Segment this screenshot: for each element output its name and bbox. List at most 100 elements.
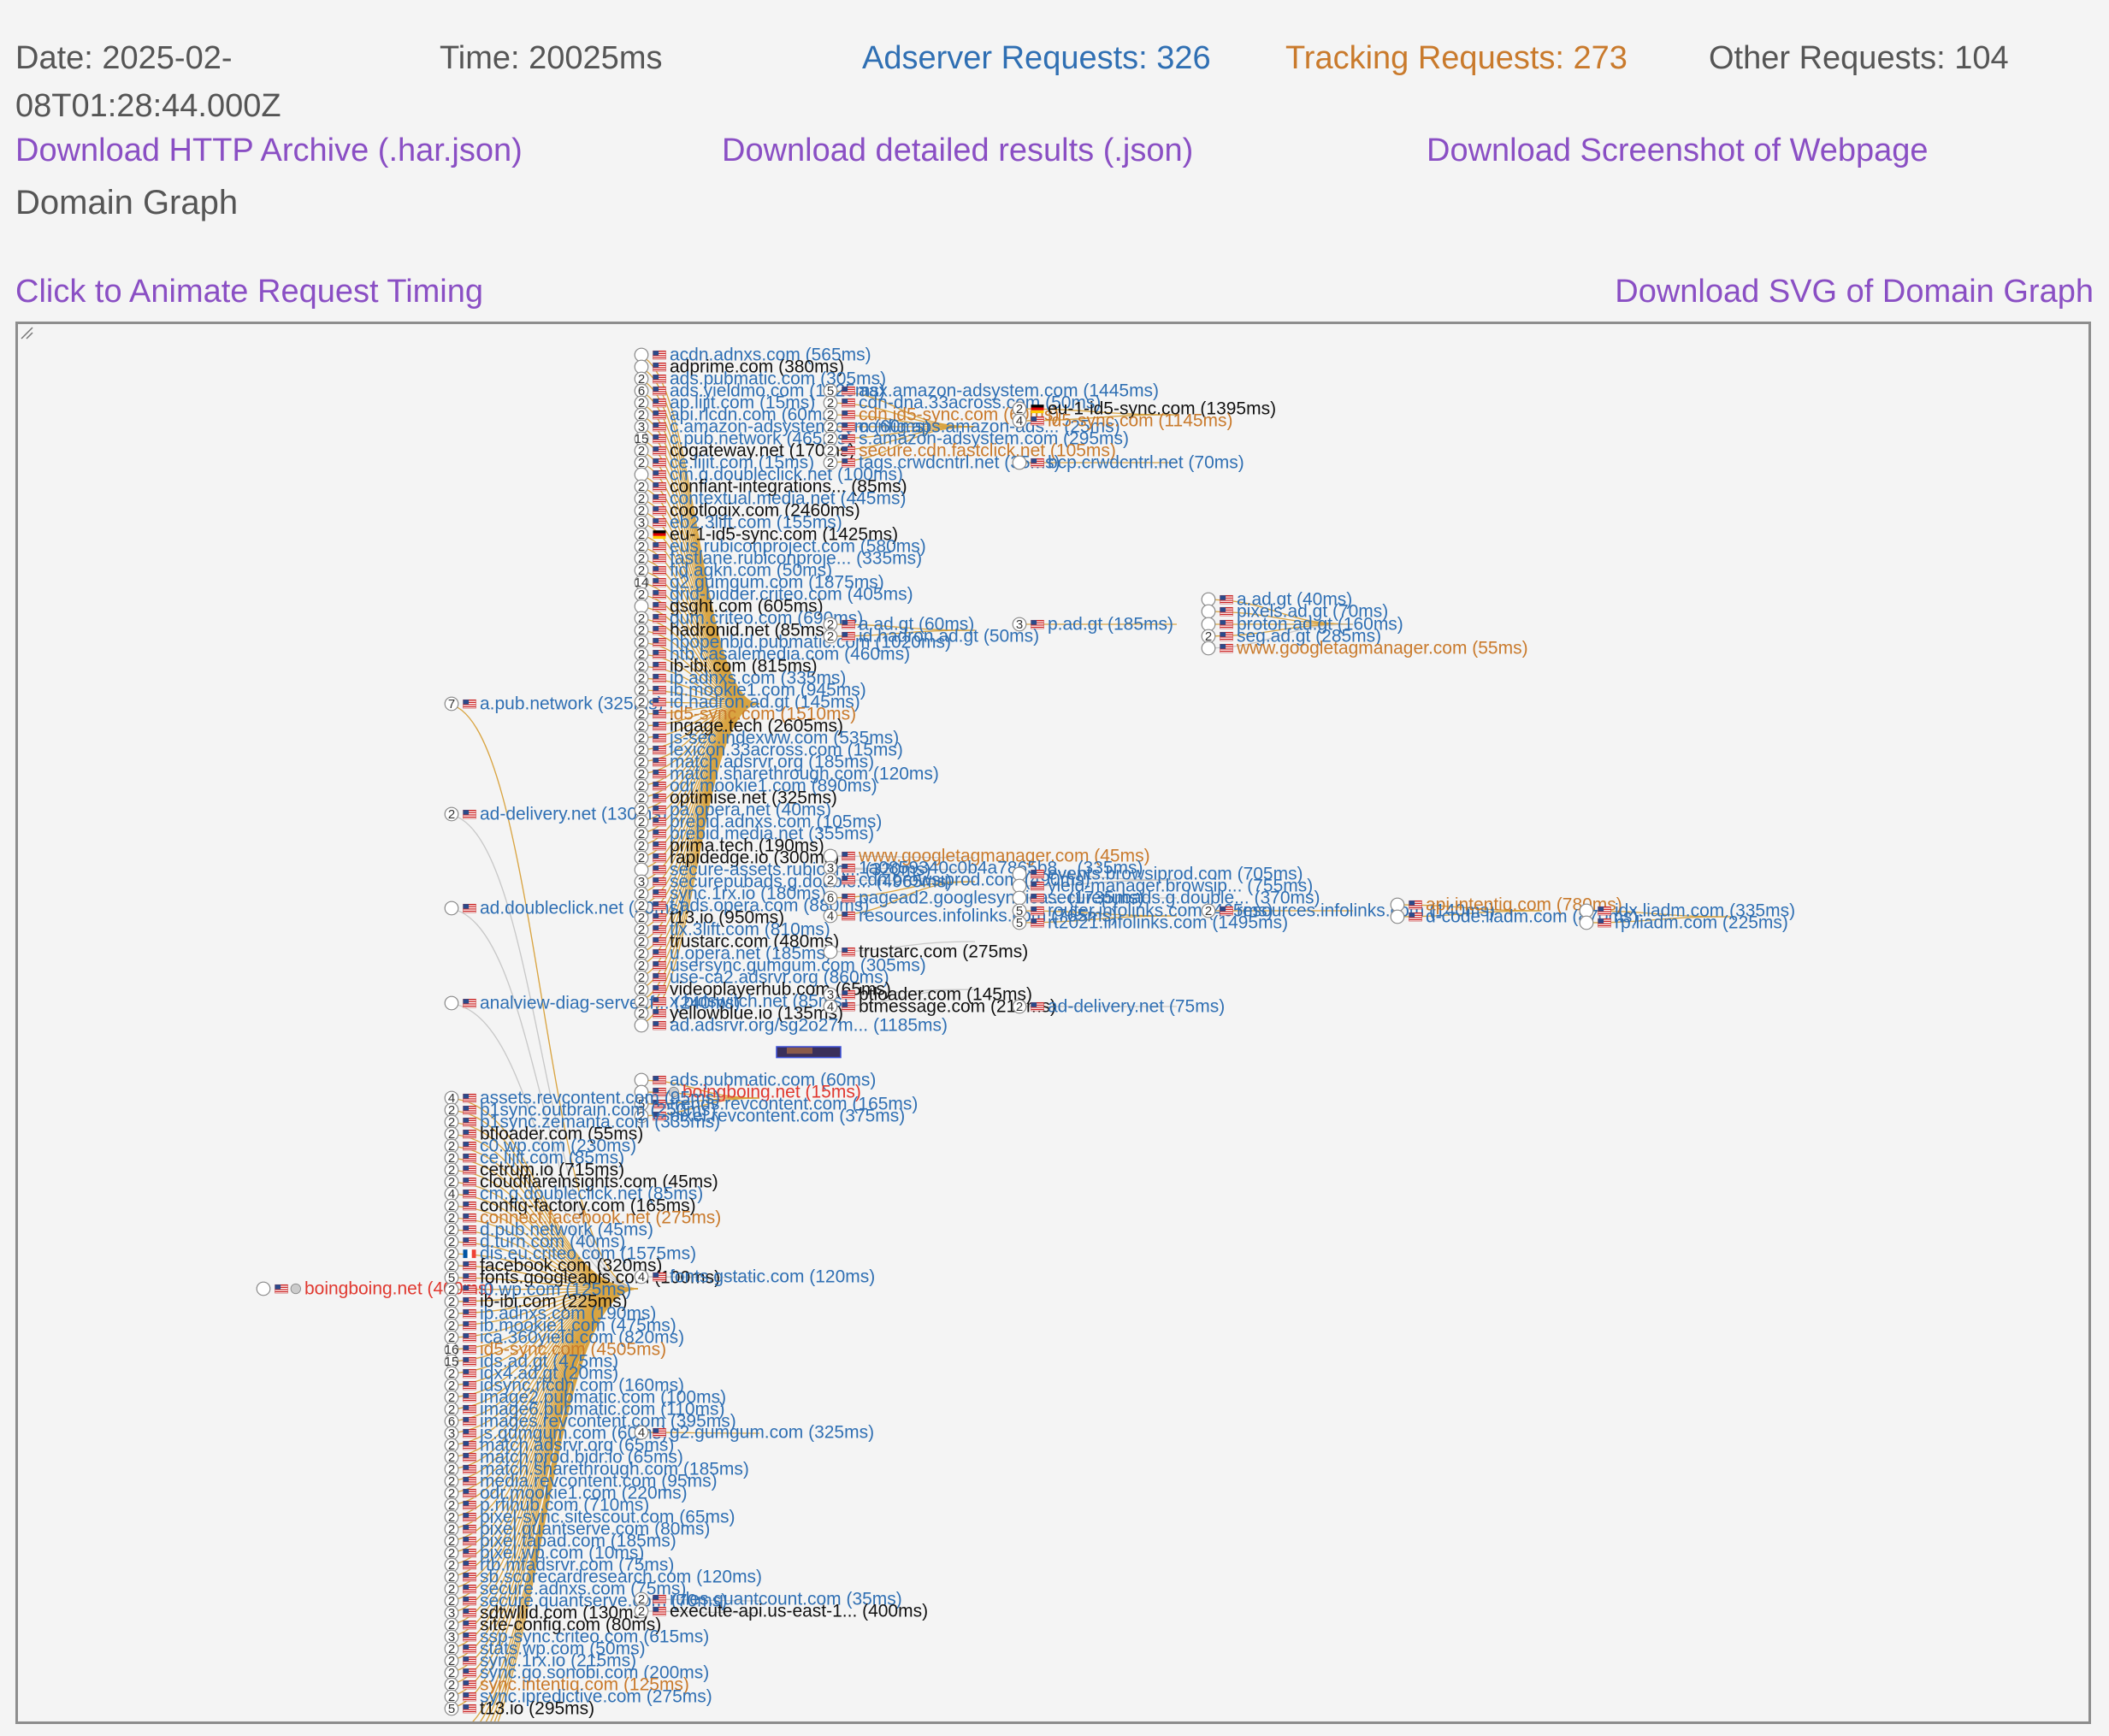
graph-node[interactable]: 2 api.rlcdn.com (60ms)	[634, 405, 837, 425]
graph-node[interactable]: 2 idsync.rlcdn.com (160ms)	[444, 1376, 684, 1396]
graph-node[interactable]: 2 eu-1-id5-sync.com (1395ms)	[1012, 399, 1276, 419]
graph-node[interactable]: 2 cloudflareinsights.com (45ms)	[444, 1172, 718, 1192]
node-circle[interactable]	[444, 1701, 459, 1716]
node-circle[interactable]	[1201, 903, 1216, 918]
graph-node[interactable]: 2 eu-1-id5-sync.com (1425ms)	[634, 525, 898, 545]
domain-graph-panel[interactable]: boingboing.net (400ms) 7 a.pub.network (32…	[15, 322, 2091, 1724]
graph-node[interactable]: analview-diag-server.f... (240ms)	[444, 994, 740, 1013]
graph-node[interactable]: 5 rt2021.infolinks.com (1495ms)	[1012, 913, 1288, 933]
node-circle[interactable]	[1012, 866, 1027, 882]
graph-node[interactable]: 2 ce.lijit.com (15ms)	[634, 453, 814, 473]
graph-node[interactable]: 4 fonts.gstatic.com (120ms)	[634, 1267, 875, 1287]
node-circle[interactable]	[634, 1018, 649, 1033]
node-circle[interactable]	[823, 890, 838, 906]
graph-node[interactable]: 5 trends.revcontent.com (165ms)	[634, 1095, 918, 1114]
graph-node[interactable]: 2 s.amazon-adsystem.com (295ms)	[823, 429, 1129, 449]
graph-node[interactable]: 2 pixel.tapad.com (185ms)	[444, 1532, 676, 1551]
graph-node[interactable]: 2 eus.rubiconproject.com (580ms)	[634, 537, 926, 557]
node-circle[interactable]	[1201, 604, 1216, 619]
graph-node[interactable]: 2 stats.wp.com (50ms)	[444, 1639, 646, 1659]
node-circle[interactable]	[823, 944, 838, 960]
graph-node[interactable]: 2 ica.360yield.com (820ms)	[444, 1328, 684, 1348]
graph-node[interactable]: 2 tlx.3lift.com (810ms)	[634, 920, 830, 940]
node-circle[interactable]	[823, 908, 838, 924]
graph-node[interactable]: 3 eb2.3lift.com (155ms)	[634, 513, 842, 533]
graph-node[interactable]: 2 match.adsrvr.org (185ms)	[634, 753, 874, 772]
graph-node[interactable]: 16 id5-sync.com (4505ms)	[444, 1340, 666, 1360]
graph-node[interactable]: 2 u.opera.net (185ms)	[634, 944, 831, 964]
graph-node[interactable]: 2 pixel.wp.com (10ms)	[444, 1544, 644, 1563]
graph-node[interactable]: rp.liadm.com (225ms)	[1579, 913, 1788, 933]
graph-node[interactable]: 3 securepubads.g.double... (4965ms)	[634, 872, 952, 892]
graph-node[interactable]: 2 x.bidswitch.net (85ms)	[634, 992, 848, 1012]
graph-node[interactable]: 2 pixel.quantserve.com (80ms)	[444, 1520, 710, 1539]
graph-node[interactable]: 2 js-sec.indexww.com (535ms)	[634, 729, 899, 748]
graph-node[interactable]: 2 sync.ipredictive.com (275ms)	[444, 1687, 712, 1707]
graph-node[interactable]: 2 d.pub.network (45ms)	[444, 1220, 653, 1240]
graph-node[interactable]: 7 a.pub.network (325ms)	[444, 694, 664, 714]
graph-node[interactable]: 2 facebook.com (320ms)	[444, 1256, 662, 1276]
graph-node[interactable]: 2 image2.pubmatic.com (100ms)	[444, 1388, 726, 1408]
resize-handle-icon[interactable]	[18, 324, 33, 340]
graph-node[interactable]: 2 sync.1rx.io (180ms)	[634, 884, 826, 904]
node-circle[interactable]	[1579, 903, 1594, 918]
graph-node[interactable]: 2 prebid.media.net (355ms)	[634, 824, 874, 844]
graph-node[interactable]: secure-assets.rubicon... (320ms)	[634, 860, 931, 880]
graph-node[interactable]: 4 resources.infolinks.com (765ms)	[823, 906, 1117, 926]
graph-node[interactable]: 2 lexicon.33across.com (15ms)	[634, 741, 903, 760]
node-circle[interactable]	[823, 629, 838, 644]
graph-node[interactable]: cm.g.doubleclick.net (100ms)	[634, 465, 903, 485]
graph-node[interactable]: 2 i0.wp.com (125ms)	[444, 1280, 631, 1300]
download-har-link[interactable]: Download HTTP Archive (.har.json)	[15, 133, 523, 168]
graph-node[interactable]: 3 js.gumgum.com (60ms)	[444, 1424, 667, 1444]
graph-node[interactable]: 2 d.turn.com (40ms)	[444, 1232, 625, 1252]
node-circle[interactable]	[444, 806, 459, 822]
graph-node[interactable]: 2 rapidedge.io (300ms)	[634, 848, 839, 868]
download-screenshot-link[interactable]: Download Screenshot of Webpage	[1427, 133, 1929, 168]
graph-node[interactable]: 3 ssp-sync.criteo.com (615ms)	[444, 1627, 709, 1647]
graph-node[interactable]: 2 ib-ibi.com (815ms)	[634, 657, 818, 676]
graph-node[interactable]: 2 sb.scorecardresearch.com (120ms)	[444, 1568, 762, 1587]
graph-node[interactable]: 2 ad-delivery.net (130ms)	[444, 805, 667, 824]
graph-node[interactable]: 2 dis.eu.criteo.com (1575ms)	[444, 1244, 696, 1264]
graph-node[interactable]: 2 secure.cdn.fastclick.net (105ms)	[823, 441, 1116, 461]
graph-node[interactable]: 5 aax.amazon-adsystem.com (1445ms)	[823, 381, 1159, 401]
graph-node[interactable]: 2 rules.quantcount.com (35ms)	[634, 1590, 902, 1609]
graph-node[interactable]: 2 a.ad.gt (60ms)	[823, 615, 974, 635]
graph-node[interactable]: 5 t13.io (295ms)	[444, 1699, 594, 1719]
graph-node[interactable]: 4 g2.gumgum.com (325ms)	[634, 1423, 874, 1443]
graph-node[interactable]: api.intentiq.com (780ms)	[1390, 895, 1622, 915]
graph-node[interactable]: 2 match.sharethrough.com (185ms)	[444, 1460, 749, 1479]
node-circle[interactable]	[1012, 890, 1027, 906]
graph-node[interactable]: 2 match.adsrvr.org (65ms)	[444, 1436, 674, 1456]
graph-node[interactable]: idx.liadm.com (335ms)	[1579, 901, 1795, 921]
graph-node[interactable]: 2 p.rfihub.com (710ms)	[444, 1496, 649, 1515]
graph-node[interactable]: 2 site-config.com (80ms)	[444, 1615, 661, 1635]
graph-node[interactable]: 2 trustarc.com (480ms)	[634, 932, 839, 952]
graph-node[interactable]: 2 ib.adnxs.com (335ms)	[634, 669, 846, 688]
node-circle[interactable]	[1579, 915, 1594, 930]
graph-node[interactable]: 2 ad-delivery.net (75ms)	[1012, 997, 1225, 1017]
node-circle[interactable]	[823, 872, 838, 888]
graph-node[interactable]: 2 yellowblue.io (135ms)	[634, 1004, 843, 1024]
graph-node[interactable]: 2 use-ca2.adsrvr.org (860ms)	[634, 968, 889, 988]
graph-node[interactable]: 2 id5-sync.com (1510ms)	[634, 705, 856, 724]
node-circle[interactable]	[634, 1108, 649, 1124]
graph-node[interactable]: 2 grid-bidder.criteo.com (405ms)	[634, 585, 913, 605]
graph-node[interactable]: 2 ib.adnxs.com (190ms)	[444, 1304, 656, 1324]
graph-node[interactable]: pixels.ad.gt (70ms)	[1201, 602, 1388, 622]
graph-node[interactable]: 2 id.hadron.ad.gt (145ms)	[634, 693, 860, 712]
graph-node[interactable]: 2 odr.mookie1.com (220ms)	[444, 1484, 688, 1503]
node-circle[interactable]	[1012, 455, 1027, 470]
graph-node[interactable]: 2 tags.crwdcntrl.net (35ms)	[823, 453, 1060, 473]
graph-node[interactable]: 3 p.ad.gt (185ms)	[1012, 615, 1173, 635]
graph-node[interactable]: 2 seg.ad.gt (285ms)	[1201, 627, 1381, 647]
graph-node[interactable]: 2 pa.opera.net (40ms)	[634, 800, 831, 820]
graph-node[interactable]: 2 b1sync.zemanta.com (335ms)	[444, 1113, 720, 1132]
graph-node[interactable]: 2 media.revcontent.com (95ms)	[444, 1472, 718, 1491]
domain-graph-svg[interactable]: boingboing.net (400ms)7 a.pub.network (32…	[18, 324, 2088, 1721]
graph-node[interactable]: ad.doubleclick.net (50ms)	[444, 899, 684, 918]
graph-node[interactable]: 2 connect.facebook.net (275ms)	[444, 1208, 721, 1228]
graph-node[interactable]: 15 c.pub.network (465ms)	[634, 429, 853, 449]
graph-node[interactable]: 2 pixel.revcontent.com (375ms)	[634, 1107, 905, 1126]
